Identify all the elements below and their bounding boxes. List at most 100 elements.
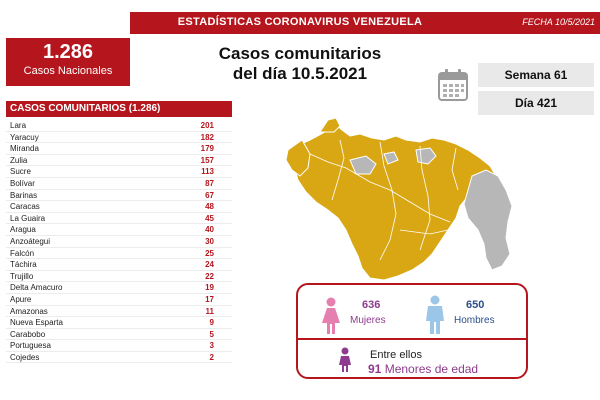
- state-cases: 2: [209, 352, 214, 362]
- demographics-box: 636 Mujeres 650 Hombres Entre ellos 91 M…: [296, 283, 528, 379]
- total-cases-value: 1.286: [42, 41, 94, 63]
- map-unaffected-region-small: [383, 151, 399, 165]
- table-row: Portuguesa 3: [6, 340, 232, 352]
- women-count: 636: [362, 299, 381, 311]
- table-row: Apure 17: [6, 294, 232, 306]
- state-cases: 87: [205, 178, 214, 188]
- table-row: Carabobo 5: [6, 329, 232, 341]
- day-badge: Día 421: [478, 91, 594, 115]
- table-row: Delta Amacuro 19: [6, 282, 232, 294]
- state-name: Táchira: [10, 260, 37, 270]
- total-cases-label: Casos Nacionales: [23, 65, 113, 77]
- woman-icon: [322, 297, 340, 334]
- state-cases: 182: [200, 132, 214, 142]
- table-row: Sucre 113: [6, 166, 232, 178]
- state-name: Miranda: [10, 144, 39, 154]
- calendar-icon: [438, 69, 468, 101]
- state-name: Nueva Esparta: [10, 318, 63, 328]
- state-cases: 11: [205, 306, 214, 316]
- table-row: Anzoátegui 30: [6, 236, 232, 248]
- men-label: Hombres: [454, 315, 495, 326]
- table-row: Falcón 25: [6, 248, 232, 260]
- demographics-divider: [298, 338, 526, 340]
- men-block: 650 Hombres: [454, 291, 495, 326]
- minors-intro: Entre ellos: [370, 349, 422, 361]
- child-icon: [339, 347, 351, 372]
- table-row: Miranda 179: [6, 143, 232, 155]
- state-cases: 5: [209, 329, 214, 339]
- state-name: Anzoátegui: [10, 236, 51, 246]
- table-row: Zulia 157: [6, 155, 232, 167]
- table-row: Barinas 67: [6, 190, 232, 202]
- women-block: 636 Mujeres: [350, 291, 386, 326]
- headline-line-1: Casos comunitarios: [218, 44, 382, 63]
- table-row: Táchira 24: [6, 259, 232, 271]
- state-cases: 22: [205, 271, 214, 281]
- women-label: Mujeres: [350, 315, 386, 326]
- map-borders: [309, 139, 459, 261]
- table-row: Bolívar 87: [6, 178, 232, 190]
- state-cases: 9: [209, 318, 214, 328]
- table-row: Cojedes 2: [6, 352, 232, 364]
- man-icon: [426, 295, 444, 334]
- state-name: Lara: [10, 121, 27, 130]
- state-name: Portuguesa: [10, 341, 51, 351]
- state-name: Falcón: [10, 248, 35, 258]
- table-row: Nueva Esparta 9: [6, 317, 232, 329]
- state-name: Delta Amacuro: [10, 283, 63, 293]
- state-cases: 40: [205, 225, 214, 235]
- state-name: Amazonas: [10, 306, 48, 316]
- top-bar: ESTADÍSTICAS CORONAVIRUS VENEZUELA FECHA…: [0, 0, 600, 34]
- state-name: La Guaira: [10, 213, 46, 223]
- cases-table: Lara 201 Yaracuy 182 Miranda 179 Zulia 157 Sucre…: [6, 120, 232, 364]
- minors-label: Menores de edad: [384, 362, 479, 376]
- headline: Casos comunitarios del día 10.5.2021: [190, 44, 410, 84]
- table-row: Lara 201: [6, 120, 232, 132]
- state-cases: 179: [200, 144, 214, 154]
- state-cases: 45: [205, 213, 214, 223]
- state-name: Barinas: [10, 190, 38, 200]
- report-date: FECHA 10/5/2021: [522, 17, 595, 27]
- state-name: Caracas: [10, 202, 40, 212]
- top-bar-background: [130, 12, 600, 34]
- table-title: CASOS COMUNITARIOS (1.286): [6, 101, 232, 117]
- total-cases-box: 1.286 Casos Nacionales: [6, 38, 130, 86]
- state-name: Cojedes: [10, 352, 40, 362]
- minors-block: Entre ellos 91 Menores de edad: [368, 349, 479, 376]
- map-unaffected-region-center: [349, 155, 377, 175]
- week-badge: Semana 61: [478, 63, 594, 87]
- men-count: 650: [466, 299, 485, 311]
- page-title: ESTADÍSTICAS CORONAVIRUS VENEZUELA: [177, 16, 423, 28]
- state-name: Sucre: [10, 167, 31, 177]
- map-unaffected-region-east: [463, 169, 513, 271]
- state-name: Zulia: [10, 155, 28, 165]
- table-row: Trujillo 22: [6, 271, 232, 283]
- venezuela-map-icon: [285, 117, 513, 281]
- state-name: Carabobo: [10, 329, 46, 339]
- state-cases: 48: [205, 202, 214, 212]
- state-cases: 30: [205, 236, 214, 246]
- table-row: Caracas 48: [6, 201, 232, 213]
- state-name: Bolívar: [10, 178, 35, 188]
- state-cases: 17: [205, 294, 214, 304]
- table-row: Amazonas 11: [6, 306, 232, 318]
- state-name: Aragua: [10, 225, 36, 235]
- state-cases: 19: [205, 283, 214, 293]
- table-row: La Guaira 45: [6, 213, 232, 225]
- state-cases: 201: [200, 121, 214, 130]
- state-name: Yaracuy: [10, 132, 39, 142]
- table-row: Yaracuy 182: [6, 132, 232, 144]
- state-cases: 25: [205, 248, 214, 258]
- table-row: Aragua 40: [6, 224, 232, 236]
- state-cases: 24: [205, 260, 214, 270]
- headline-line-2: del día 10.5.2021: [232, 64, 368, 83]
- state-cases: 113: [201, 167, 214, 177]
- state-cases: 3: [209, 341, 214, 351]
- map-zulia-region: [285, 139, 311, 177]
- map-falcon-region: [319, 117, 341, 133]
- state-cases: 157: [200, 155, 214, 165]
- state-name: Trujillo: [10, 271, 34, 281]
- state-name: Apure: [10, 294, 32, 304]
- state-cases: 67: [205, 190, 214, 200]
- minors-count: 91: [368, 362, 382, 376]
